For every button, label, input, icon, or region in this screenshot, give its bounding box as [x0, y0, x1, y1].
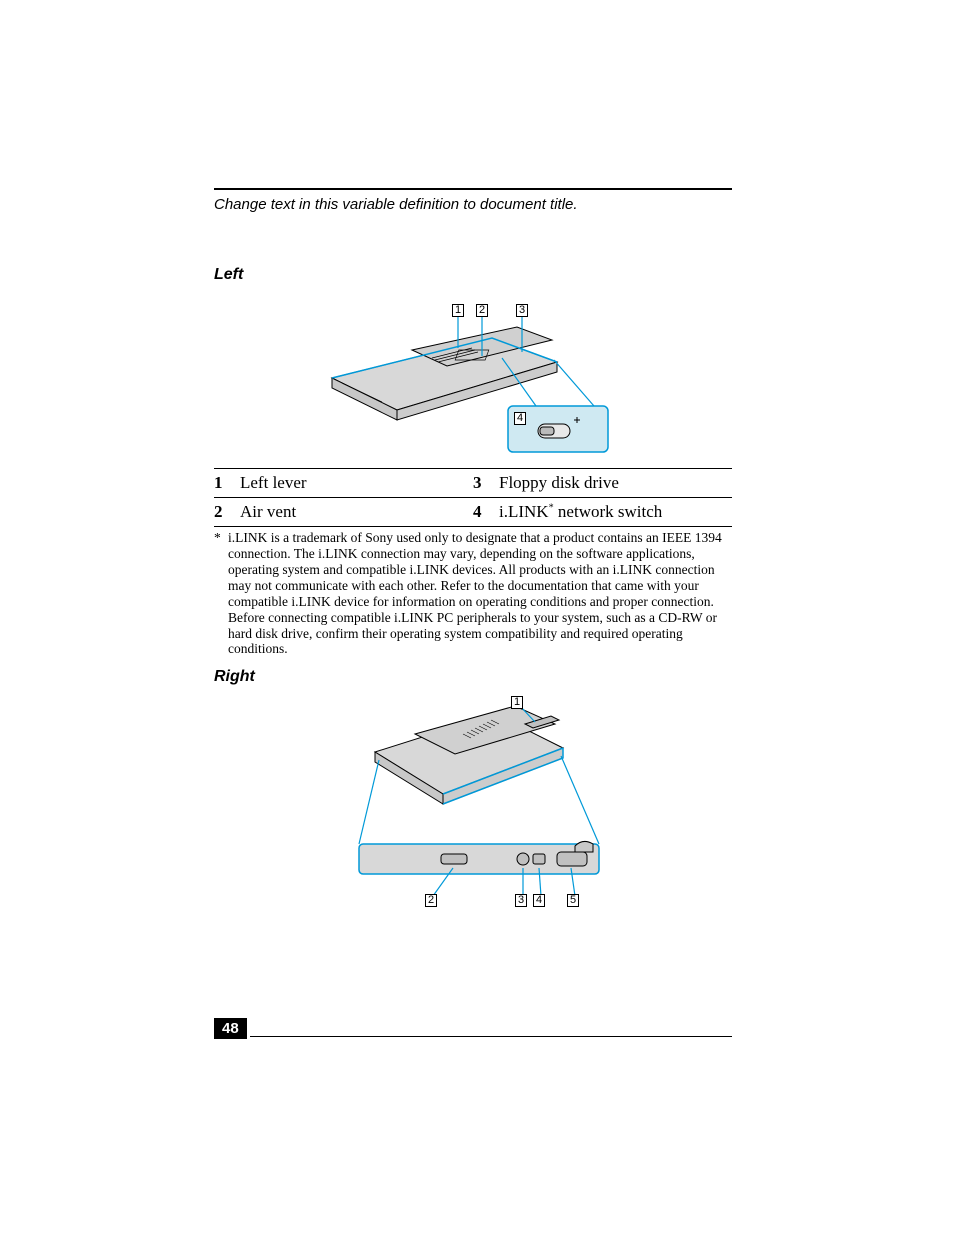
legend-label: Left lever	[240, 473, 473, 493]
document-page: Change text in this variable definition …	[0, 0, 954, 1235]
figure-left: 1 2 3 4	[322, 300, 622, 460]
footnote-text: i.LINK is a trademark of Sony used only …	[228, 530, 732, 657]
running-header: Change text in this variable definition …	[214, 196, 578, 213]
callout-3: 3	[515, 894, 527, 907]
legend-table: 1 Left lever 3 Floppy disk drive 2 Air v…	[214, 468, 732, 527]
legend-num: 4	[473, 502, 499, 522]
footer-rule-thin	[250, 1036, 732, 1037]
footnote: * i.LINK is a trademark of Sony used onl…	[214, 530, 732, 657]
callout-3: 3	[516, 304, 528, 317]
page-number: 48	[214, 1018, 247, 1039]
legend-num: 3	[473, 473, 499, 493]
left-diagram-svg	[322, 300, 622, 460]
legend-label: Air vent	[240, 502, 473, 522]
header-rule	[214, 188, 732, 190]
legend-row: 2 Air vent 4 i.LINK* network switch	[214, 497, 732, 526]
legend-num: 1	[214, 473, 240, 493]
legend-num: 2	[214, 502, 240, 522]
callout-2: 2	[476, 304, 488, 317]
callout-1: 1	[511, 696, 523, 709]
legend-label-text: i.LINK	[499, 502, 549, 521]
callout-1: 1	[452, 304, 464, 317]
footer-rule	[214, 1018, 732, 1020]
section-heading-left: Left	[214, 266, 243, 284]
legend-label-text: network switch	[554, 502, 663, 521]
legend-label-text: Floppy disk drive	[499, 473, 619, 492]
footnote-marker: *	[214, 530, 228, 657]
figure-right: 1 2 3 4 5	[355, 696, 605, 916]
callout-5: 5	[567, 894, 579, 907]
legend-label: i.LINK* network switch	[499, 502, 732, 522]
legend-row: 1 Left lever 3 Floppy disk drive	[214, 469, 732, 497]
callout-2: 2	[425, 894, 437, 907]
section-heading-right: Right	[214, 668, 255, 686]
callout-4: 4	[514, 412, 526, 425]
right-diagram-svg	[355, 696, 605, 916]
legend-label: Floppy disk drive	[499, 473, 732, 493]
callout-4: 4	[533, 894, 545, 907]
